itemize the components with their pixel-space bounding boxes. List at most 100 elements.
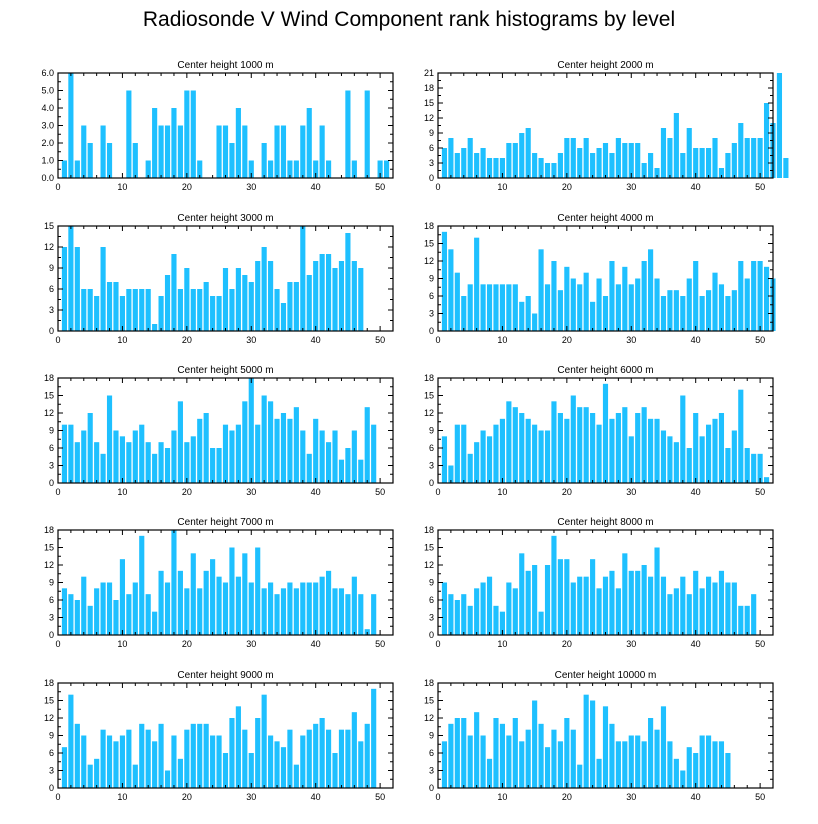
x-tick-label: 20 bbox=[562, 487, 572, 497]
histogram-bar bbox=[757, 261, 763, 331]
histogram-bar bbox=[538, 249, 544, 331]
histogram-bar bbox=[274, 741, 280, 788]
y-tick-label: 3.0 bbox=[41, 121, 54, 131]
histogram-bar bbox=[686, 128, 692, 178]
histogram-bar bbox=[274, 125, 280, 178]
histogram-bar bbox=[454, 272, 460, 331]
x-tick-label: 0 bbox=[55, 335, 60, 345]
x-tick-label: 10 bbox=[497, 335, 507, 345]
y-tick-label: 9 bbox=[429, 731, 434, 741]
x-tick-label: 20 bbox=[562, 182, 572, 192]
histogram-bar bbox=[261, 143, 267, 178]
histogram-bar bbox=[763, 477, 770, 483]
histogram-bar bbox=[326, 160, 332, 178]
histogram-bar bbox=[635, 570, 641, 635]
histogram-bar bbox=[235, 108, 241, 178]
y-tick-label: 9 bbox=[49, 263, 54, 273]
panel-title: Center height 1000 m bbox=[177, 60, 273, 71]
histogram-bar bbox=[332, 268, 338, 331]
histogram-bar bbox=[338, 459, 345, 483]
histogram-bar bbox=[680, 770, 686, 788]
histogram-bar bbox=[222, 268, 229, 331]
histogram-bar bbox=[660, 430, 667, 483]
histogram-bar bbox=[287, 729, 293, 788]
histogram-bar bbox=[177, 570, 183, 635]
histogram-bar bbox=[145, 594, 151, 635]
histogram-bar bbox=[235, 706, 241, 788]
histogram-bar bbox=[590, 153, 596, 178]
histogram-bar bbox=[300, 735, 306, 788]
histogram-bar bbox=[106, 282, 113, 331]
histogram-bar bbox=[184, 268, 190, 331]
histogram-bar bbox=[358, 594, 364, 635]
x-tick-label: 20 bbox=[562, 335, 572, 345]
x-tick-label: 10 bbox=[497, 182, 507, 192]
histogram-bar bbox=[164, 448, 171, 483]
y-tick-label: 15 bbox=[44, 543, 54, 553]
histogram-bar bbox=[673, 588, 679, 635]
histogram-bar bbox=[609, 418, 615, 483]
histogram-bar bbox=[171, 530, 177, 635]
histogram-bar bbox=[667, 594, 673, 635]
x-tick-label: 10 bbox=[117, 487, 127, 497]
y-tick-label: 15 bbox=[44, 221, 54, 231]
histogram-bar bbox=[319, 125, 325, 178]
histogram-bar bbox=[718, 168, 725, 178]
histogram-bar bbox=[94, 296, 100, 331]
y-tick-label: 15 bbox=[44, 696, 54, 706]
x-tick-label: 50 bbox=[755, 182, 765, 192]
x-tick-label: 50 bbox=[375, 335, 385, 345]
x-tick-label: 30 bbox=[246, 487, 256, 497]
histogram-bar bbox=[371, 688, 377, 788]
histogram-bar bbox=[493, 424, 499, 483]
histogram-bar bbox=[776, 73, 783, 178]
histogram-bar bbox=[486, 158, 493, 178]
histogram-bar bbox=[364, 723, 370, 788]
histogram-bar bbox=[628, 436, 634, 483]
histogram-bar bbox=[81, 125, 87, 178]
histogram-panel: Center height 9000 m 0 10 20 30 40 50 0 3 6 9 12 15 1… bbox=[44, 670, 394, 802]
histogram-bar bbox=[119, 559, 125, 635]
y-tick-label: 6 bbox=[429, 291, 434, 301]
histogram-bar bbox=[744, 605, 750, 635]
histogram-bar bbox=[577, 407, 583, 483]
histogram-bar bbox=[81, 735, 87, 788]
histogram-bar bbox=[667, 138, 673, 178]
histogram-bar bbox=[699, 436, 705, 483]
histogram-bar bbox=[512, 143, 518, 178]
histogram-bar bbox=[751, 138, 757, 178]
histogram-bar bbox=[280, 747, 287, 788]
histogram-bar bbox=[557, 413, 563, 483]
histogram-bar bbox=[139, 289, 145, 331]
histogram-bar bbox=[216, 735, 222, 788]
histogram-bar bbox=[615, 741, 621, 788]
histogram-bar bbox=[326, 254, 332, 331]
histogram-bar bbox=[268, 735, 274, 788]
histogram-bar bbox=[467, 453, 473, 483]
y-tick-label: 18 bbox=[424, 83, 434, 93]
histogram-bar bbox=[551, 261, 557, 331]
histogram-bar bbox=[94, 758, 100, 788]
histogram-bar bbox=[306, 729, 312, 788]
histogram-bar bbox=[660, 128, 667, 178]
histogram-bar bbox=[499, 158, 505, 178]
histogram-bar bbox=[255, 424, 261, 483]
histogram-bar bbox=[622, 143, 628, 178]
histogram-bar bbox=[506, 401, 512, 483]
y-tick-label: 0 bbox=[429, 173, 434, 183]
x-tick-label: 10 bbox=[117, 792, 127, 802]
y-tick-label: 1.0 bbox=[41, 156, 54, 166]
histogram-bar bbox=[313, 723, 319, 788]
y-tick-label: 12 bbox=[44, 560, 54, 570]
y-tick-label: 0 bbox=[49, 326, 54, 336]
histogram-bar bbox=[364, 407, 370, 483]
histogram-bar bbox=[345, 233, 351, 331]
histogram-bar bbox=[628, 735, 634, 788]
histogram-bar bbox=[648, 718, 654, 788]
y-tick-label: 3 bbox=[429, 613, 434, 623]
histogram-bar bbox=[197, 160, 203, 178]
histogram-bar bbox=[538, 723, 544, 788]
histogram-bar bbox=[287, 418, 293, 483]
x-tick-label: 30 bbox=[246, 182, 256, 192]
histogram-bar bbox=[615, 284, 621, 331]
